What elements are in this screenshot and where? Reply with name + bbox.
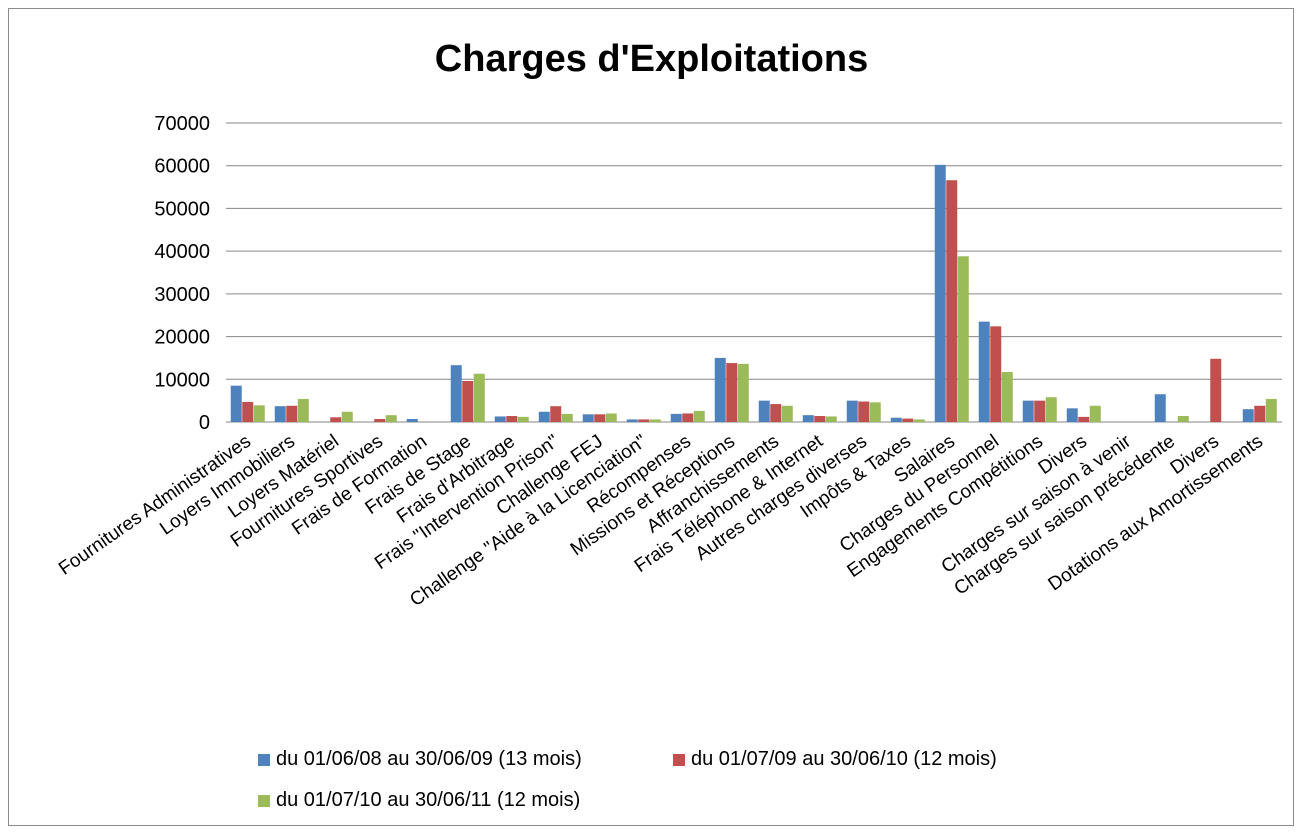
gridlines: [226, 122, 1282, 423]
bar: [693, 410, 705, 422]
bar: [978, 321, 990, 422]
bar: [1034, 400, 1046, 422]
bar: [1265, 398, 1277, 422]
bar: [934, 164, 946, 423]
bar: [902, 418, 914, 422]
bar: [517, 416, 529, 422]
bar: [770, 404, 782, 422]
bar: [990, 326, 1002, 422]
legend-label-2: du 01/07/09 au 30/06/10 (12 mois): [691, 748, 997, 770]
bar: [726, 363, 738, 422]
bar: [274, 406, 286, 422]
bar: [682, 413, 694, 422]
bar: [605, 413, 617, 422]
bar: [1078, 416, 1090, 422]
bar: [1242, 409, 1254, 422]
bar: [374, 419, 386, 422]
bar: [450, 365, 462, 422]
bar: [385, 415, 397, 422]
y-tick-label: 10000: [154, 369, 210, 391]
bar: [1001, 372, 1013, 422]
bar: [825, 416, 837, 422]
bar: [802, 415, 814, 422]
bar: [406, 419, 418, 422]
bar: [330, 417, 342, 422]
bar: [1089, 405, 1101, 422]
bar: [582, 414, 594, 422]
legend-label-3: du 01/07/10 au 30/06/11 (12 mois): [276, 789, 581, 811]
bar: [946, 180, 958, 422]
bar: [462, 380, 474, 422]
bar: [814, 416, 826, 422]
bar: [649, 419, 661, 422]
bar: [781, 405, 793, 422]
legend-item-series-1: du 01/06/08 au 30/06/09 (13 mois): [258, 748, 582, 771]
bar: [1022, 400, 1034, 422]
bar: [913, 419, 925, 422]
bar: [538, 411, 550, 422]
bar: [297, 398, 309, 422]
chart-title: Charges d'Exploitations: [434, 38, 869, 80]
bar: [1154, 394, 1166, 422]
y-tick-label: 50000: [154, 198, 210, 220]
bar: [714, 357, 726, 422]
y-tick-label: 70000: [154, 113, 210, 135]
bar: [253, 405, 265, 422]
bar: [494, 416, 506, 422]
bar: [737, 363, 749, 422]
bar: [561, 413, 573, 422]
bar: [858, 401, 870, 422]
bar: [1066, 408, 1078, 422]
legend-item-series-3: du 01/07/10 au 30/06/11 (12 mois): [258, 789, 580, 812]
bar: [286, 405, 298, 422]
bar: [846, 400, 858, 422]
y-tick-label: 60000: [154, 156, 210, 178]
bar: [1177, 416, 1189, 422]
y-tick-label: 0: [199, 412, 210, 434]
bar: [242, 401, 254, 422]
bar: [594, 414, 606, 422]
legend-item-series-2: du 01/07/09 au 30/06/10 (12 mois): [673, 748, 997, 771]
bar: [1210, 358, 1222, 422]
bar: [341, 411, 353, 422]
bar: [550, 406, 562, 422]
legend-swatch-1: [258, 753, 270, 766]
legend-swatch-2: [673, 753, 685, 766]
bar: [473, 373, 485, 422]
bar: [230, 385, 242, 422]
bar: [626, 419, 638, 422]
y-axis-ticks: 0 10000 20000 30000 40000 50000 60000 70000: [154, 113, 210, 434]
bar: [869, 402, 881, 422]
y-tick-label: 30000: [154, 284, 210, 306]
bar: [957, 256, 969, 422]
bars: [230, 164, 1277, 423]
y-tick-label: 20000: [154, 327, 210, 349]
y-tick-label: 40000: [154, 241, 210, 263]
bar: [638, 419, 650, 422]
bar: [758, 400, 770, 422]
legend-label-1: du 01/06/08 au 30/06/09 (13 mois): [276, 748, 582, 770]
legend-swatch-3: [258, 794, 270, 807]
bar: [670, 413, 682, 422]
bar: [1045, 397, 1057, 422]
bar: [890, 417, 902, 422]
bar: [506, 416, 518, 422]
bar: [1254, 405, 1266, 422]
